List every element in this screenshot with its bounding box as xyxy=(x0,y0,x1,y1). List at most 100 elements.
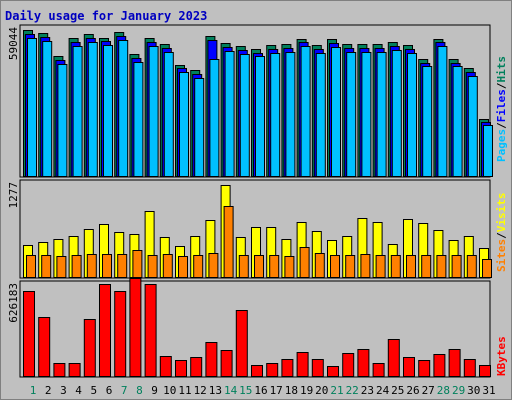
bar-pages-day-4 xyxy=(72,46,83,177)
bar-pages-day-31 xyxy=(483,125,493,177)
bar-sites-day-23 xyxy=(360,254,371,278)
bar-kbytes-day-18 xyxy=(281,359,294,377)
bar-pages-day-27 xyxy=(422,66,433,177)
bar-pages-day-29 xyxy=(452,66,463,177)
x-tick-day-14: 14 xyxy=(224,384,238,397)
bar-kbytes-day-22 xyxy=(342,353,355,377)
legend-entry: / xyxy=(495,82,508,89)
bar-pages-day-23 xyxy=(361,52,372,177)
x-tick-day-8: 8 xyxy=(136,384,143,397)
bar-kbytes-day-28 xyxy=(433,354,446,377)
x-tick-day-26: 26 xyxy=(406,384,419,397)
x-tick-day-31: 31 xyxy=(482,384,495,397)
x-tick-day-18: 18 xyxy=(285,384,298,397)
x-tick-day-27: 27 xyxy=(422,384,435,397)
bar-pages-day-17 xyxy=(270,53,281,177)
max-value-label: 626183 xyxy=(7,283,20,323)
bar-kbytes-day-13 xyxy=(205,342,218,377)
legend-visits-sites: Sites/Visits xyxy=(495,193,508,273)
bar-sites-day-15 xyxy=(238,255,249,278)
bar-sites-day-18 xyxy=(284,256,295,278)
bar-pages-day-8 xyxy=(133,62,144,177)
x-tick-day-3: 3 xyxy=(60,384,67,397)
legend-label: Pages/Files/Hits xyxy=(495,56,508,162)
bar-pages-day-24 xyxy=(376,52,387,177)
bar-sites-day-24 xyxy=(375,255,386,278)
bar-kbytes-day-12 xyxy=(190,357,203,377)
bar-sites-day-2 xyxy=(41,255,52,278)
bar-sites-day-8 xyxy=(132,250,143,278)
legend-entry: Sites xyxy=(495,239,508,272)
legend-entry: / xyxy=(495,232,508,239)
x-axis-day-labels: 1 2 3 4 5 6 7 8 9 10 11 12 13 14 15 16 17 18 19 20 21 22 23 24 2… xyxy=(30,384,496,397)
x-tick-day-11: 11 xyxy=(178,384,191,397)
bar-sites-day-1 xyxy=(26,255,36,278)
bar-sites-day-10 xyxy=(162,254,173,278)
x-tick-day-13: 13 xyxy=(209,384,222,397)
bar-sites-day-29 xyxy=(451,255,462,278)
bar-sites-day-22 xyxy=(345,255,356,278)
x-tick-day-22: 22 xyxy=(346,384,359,397)
bar-sites-day-4 xyxy=(71,255,82,278)
legend-entry: Visits xyxy=(495,193,508,233)
bar-kbytes-day-31 xyxy=(479,365,491,377)
x-tick-day-6: 6 xyxy=(106,384,113,397)
bar-pages-day-5 xyxy=(87,42,98,177)
bar-kbytes-day-17 xyxy=(266,363,279,377)
x-tick-day-2: 2 xyxy=(45,384,52,397)
legend-label: Sites/Visits xyxy=(495,193,508,273)
x-tick-day-1: 1 xyxy=(30,384,37,397)
bar-kbytes-day-5 xyxy=(83,319,96,377)
bar-kbytes-day-23 xyxy=(357,349,370,377)
panel-kbytes: 626183 xyxy=(7,278,491,378)
legend-label: KBytes xyxy=(495,336,508,376)
x-tick-day-4: 4 xyxy=(75,384,82,397)
x-tick-day-10: 10 xyxy=(163,384,176,397)
bar-kbytes-day-30 xyxy=(463,359,476,377)
bar-kbytes-day-4 xyxy=(68,363,81,377)
bar-sites-day-21 xyxy=(330,255,340,278)
x-tick-day-15: 15 xyxy=(239,384,252,397)
bar-kbytes-day-15 xyxy=(235,310,248,377)
legend-entry: Hits xyxy=(495,56,508,83)
bar-kbytes-day-21 xyxy=(327,366,339,377)
bar-sites-day-19 xyxy=(299,247,310,278)
x-tick-day-12: 12 xyxy=(194,384,207,397)
bar-pages-day-18 xyxy=(285,52,296,177)
bar-pages-day-7 xyxy=(118,40,129,177)
bar-sites-day-17 xyxy=(269,255,280,278)
bar-kbytes-day-11 xyxy=(175,360,187,377)
bar-kbytes-day-8 xyxy=(129,278,142,377)
x-tick-day-9: 9 xyxy=(151,384,158,397)
bar-kbytes-day-14 xyxy=(220,350,233,377)
bar-pages-day-20 xyxy=(315,53,326,177)
legend-entry: Files xyxy=(495,89,508,122)
bar-kbytes-day-25 xyxy=(387,339,400,377)
bar-sites-day-12 xyxy=(193,255,204,278)
bar-sites-day-14 xyxy=(223,206,234,278)
bar-sites-day-16 xyxy=(254,255,264,278)
bar-pages-day-1 xyxy=(27,38,37,177)
x-tick-day-17: 17 xyxy=(270,384,283,397)
bar-sites-day-31 xyxy=(482,259,492,278)
bar-pages-day-21 xyxy=(331,47,341,177)
legend-entry: Pages xyxy=(495,129,508,162)
bar-pages-day-2 xyxy=(42,41,53,177)
x-tick-day-20: 20 xyxy=(315,384,328,397)
chart-title: Daily usage for January 2023 xyxy=(5,9,207,23)
bar-sites-day-20 xyxy=(314,253,325,278)
x-tick-day-5: 5 xyxy=(90,384,97,397)
bar-kbytes-day-20 xyxy=(311,359,324,377)
bar-pages-day-22 xyxy=(346,52,357,177)
bar-pages-day-6 xyxy=(103,45,113,177)
x-tick-day-25: 25 xyxy=(391,384,404,397)
bar-kbytes-day-16 xyxy=(251,365,263,377)
bar-kbytes-day-3 xyxy=(53,363,66,377)
bar-sites-day-26 xyxy=(406,255,416,278)
bar-kbytes-day-24 xyxy=(372,363,385,377)
bar-sites-day-9 xyxy=(147,255,158,278)
bar-kbytes-day-2 xyxy=(38,317,51,377)
bar-sites-day-3 xyxy=(56,256,67,278)
bar-sites-day-25 xyxy=(390,255,401,278)
